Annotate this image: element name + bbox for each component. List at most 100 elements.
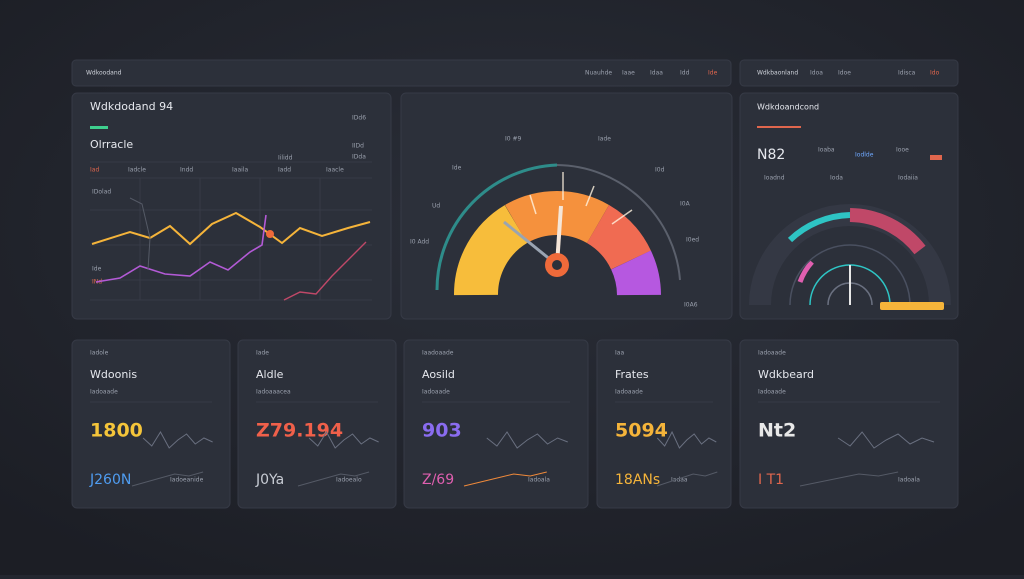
card-value-secondary: I T1: [758, 472, 784, 488]
nav-link[interactable]: Iaae: [622, 70, 635, 77]
nav-link[interactable]: Idisca: [898, 70, 916, 77]
bar-title: Wdkoodand: [86, 70, 122, 77]
sparkline: [837, 431, 935, 449]
card-tag: Iaa: [615, 350, 624, 357]
side-label: IDda: [352, 154, 366, 161]
card-value: 903: [422, 420, 462, 442]
legend-item: Iaaila: [232, 167, 248, 174]
gauge-label: I0ed: [686, 237, 699, 244]
nav-link[interactable]: Ide: [708, 70, 718, 77]
card-value: Z79.194: [256, 420, 343, 442]
sparkline: [297, 471, 370, 487]
panel-tag: IDd6: [352, 115, 366, 122]
nav-link[interactable]: Nuauhde: [585, 70, 612, 77]
nav-link[interactable]: Idd: [680, 70, 690, 77]
legend-item: Iadcle: [128, 167, 146, 174]
line-series: [95, 214, 267, 283]
accent-bar: [90, 126, 108, 129]
legend: Iad Iadcle Indd Iaaila Iilidd Iadd Iaacl…: [90, 155, 344, 174]
summary-value: N82: [757, 147, 785, 163]
card-value-secondary: J0Ya: [255, 472, 284, 488]
card: [739, 339, 959, 509]
progress-bar: [880, 302, 944, 310]
card-foot: Iadoala: [898, 477, 920, 484]
gauge-label: I0A: [680, 201, 691, 208]
gauge-segment: [505, 191, 609, 244]
gauge-rim: [435, 163, 558, 291]
sparkline: [656, 471, 718, 487]
card-title: Wdkbeard: [758, 368, 814, 381]
summary-row: Ioadnd: [764, 175, 785, 182]
panel-title: Wdkdoandcond: [757, 103, 819, 112]
axis-label: IDolad: [92, 189, 111, 196]
nav-link[interactable]: Ido: [930, 70, 940, 77]
card-value: Nt2: [758, 420, 796, 442]
card-note: Iadoaade: [615, 389, 643, 396]
card-foot: Iadoeanide: [170, 477, 204, 484]
gauge-label: I0d: [655, 167, 665, 174]
card-foot: Iadoala: [528, 477, 550, 484]
card-tag: Iade: [256, 350, 269, 357]
card-foot: Iadaa: [671, 477, 688, 484]
card-title: Wdoonis: [90, 368, 137, 381]
card-title: Aosild: [422, 368, 455, 381]
nav-link[interactable]: Idaa: [650, 70, 663, 77]
sparkline: [142, 431, 213, 449]
nav-link[interactable]: Idoa: [810, 70, 823, 77]
line-series: [129, 197, 151, 271]
legend-item: Iad: [90, 167, 99, 174]
card-note: Iadoaade: [90, 389, 118, 396]
gauge-hub: [552, 260, 562, 270]
card: [403, 339, 589, 509]
card-value-secondary: Z/69: [422, 472, 454, 488]
gauge-rim: [556, 164, 681, 281]
top-bar: [739, 59, 959, 87]
card-tag: Iadoaade: [758, 350, 786, 357]
legend-item: Iadd: [278, 167, 291, 174]
axis-label: Ide: [92, 266, 102, 273]
legend-item: Indd: [180, 167, 193, 174]
sparkline: [656, 430, 717, 449]
summary-row: Ioaba: [818, 147, 835, 154]
trend-panel: [71, 92, 392, 320]
card-note: Iadoaade: [758, 389, 786, 396]
summary-row: Iooe: [896, 147, 909, 154]
card: [237, 339, 397, 509]
card-note: Iadoaaacea: [256, 389, 291, 396]
card-value-secondary: J260N: [89, 472, 131, 488]
card: [71, 339, 231, 509]
summary-badge: [930, 155, 942, 160]
gauge-label: I0A6: [684, 302, 698, 309]
gauge-ticks: [529, 172, 633, 225]
summary-row: Iodlde: [855, 152, 874, 159]
line-series: [283, 241, 367, 301]
gauge-label: Ud: [432, 203, 440, 210]
gauge-label: I0 Add: [410, 239, 429, 246]
card-title: Aldle: [256, 368, 284, 381]
summary-row: Ioda: [830, 175, 843, 182]
top-bar: [71, 59, 732, 87]
bar-title: Wdkbaonland: [757, 70, 798, 77]
card-foot: Iadoealo: [336, 477, 362, 484]
card: [596, 339, 732, 509]
gauge-label: I0 #9: [505, 136, 522, 143]
legend-item: Iilidd: [278, 155, 293, 162]
card-tag: Iaadoaade: [422, 350, 454, 357]
gauge-label: Iade: [598, 136, 611, 143]
side-label: IIDd: [352, 143, 364, 150]
card-value: 5094: [615, 420, 668, 442]
gauge-segment: [610, 250, 661, 297]
sparkline: [799, 471, 899, 487]
panel-subtitle: Olrracle: [90, 138, 133, 151]
nav-link[interactable]: Idoe: [838, 70, 851, 77]
legend-item: Iaacle: [326, 167, 344, 174]
accent-bar: [757, 126, 801, 128]
card-value: 1800: [90, 420, 143, 442]
sparkline: [486, 431, 568, 449]
grid: [90, 161, 372, 301]
card-title: Frates: [615, 368, 649, 381]
sparkline: [463, 471, 547, 487]
radial-gauge: [749, 204, 951, 306]
